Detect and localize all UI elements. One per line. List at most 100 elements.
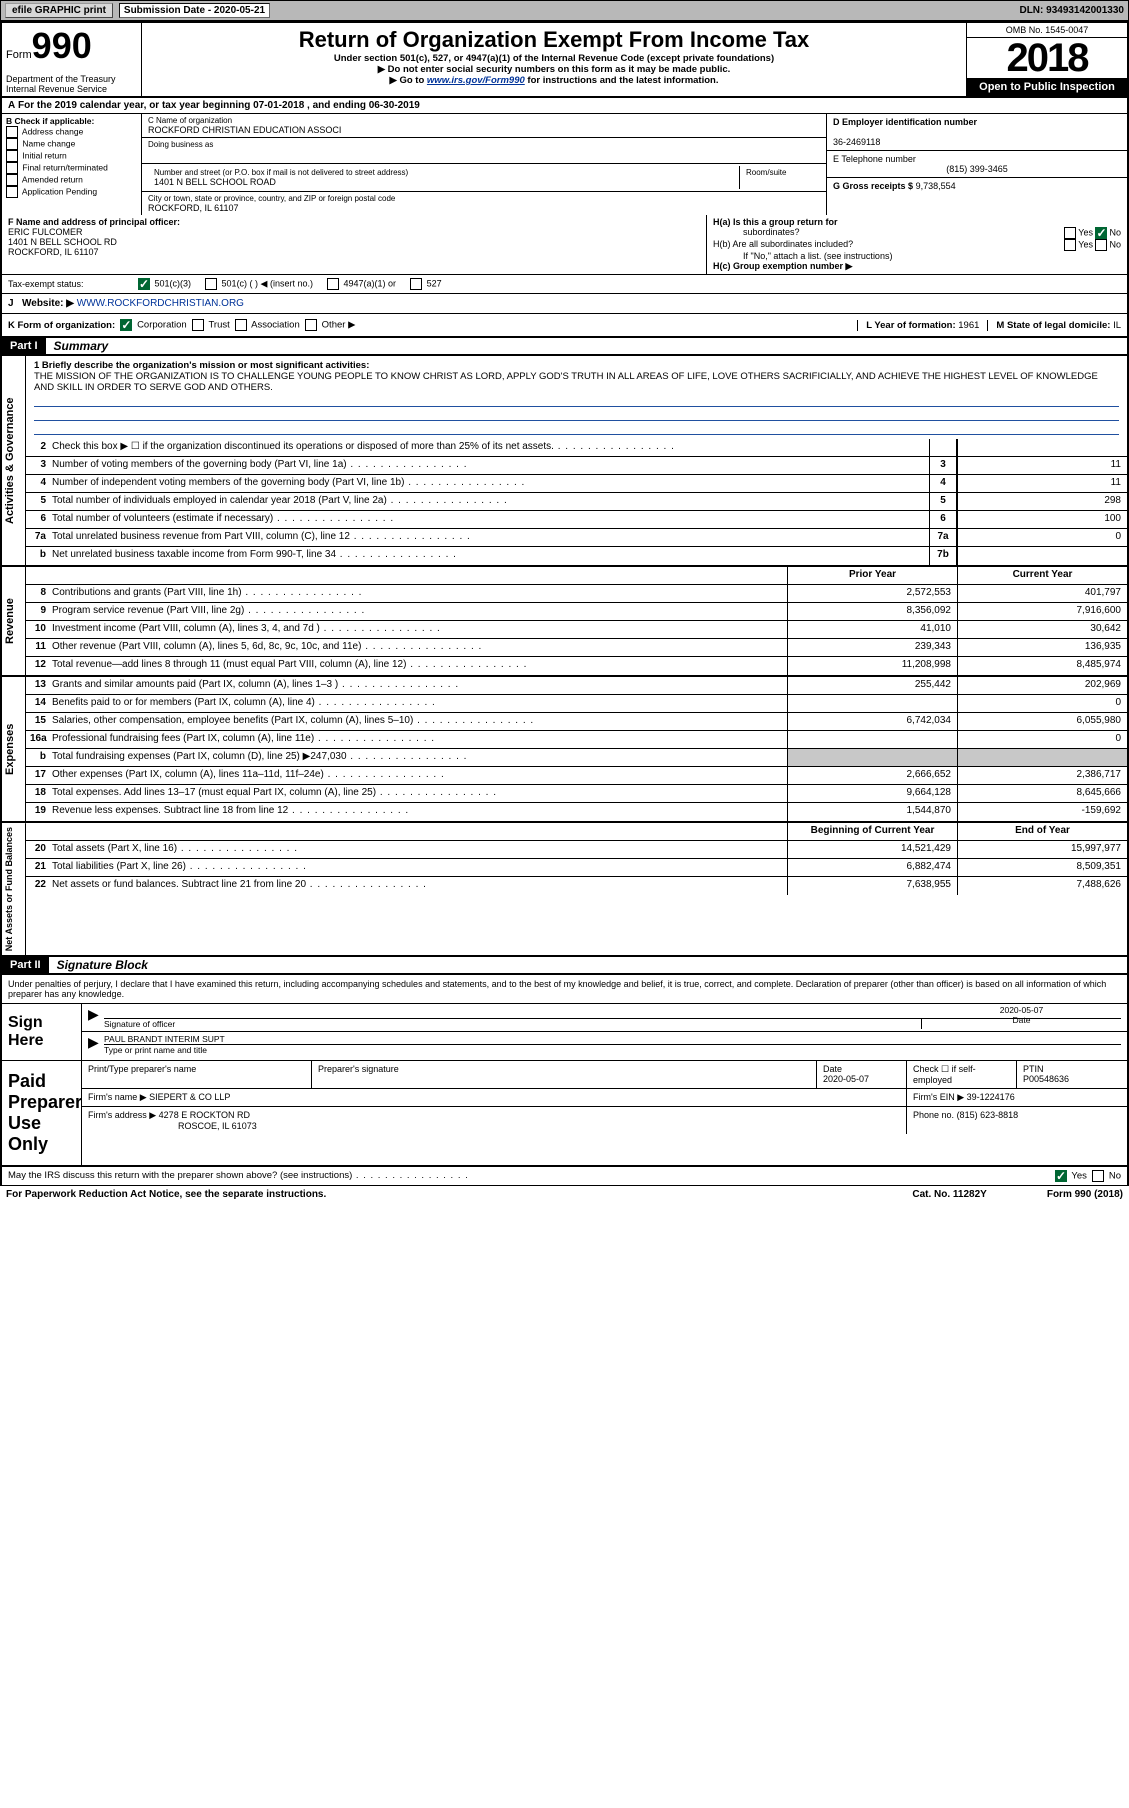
dba-label: Doing business as bbox=[148, 140, 820, 149]
city-label: City or town, state or province, country… bbox=[148, 194, 820, 203]
tax-exempt-label: Tax-exempt status: bbox=[8, 279, 124, 289]
gov-row-b: b Net unrelated business taxable income … bbox=[26, 547, 1127, 565]
part2-header: Part II Signature Block bbox=[0, 957, 1129, 975]
ein-label: D Employer identification number bbox=[833, 117, 977, 127]
efile-button[interactable]: efile GRAPHIC print bbox=[5, 3, 113, 18]
chk-pending[interactable]: Application Pending bbox=[6, 186, 137, 198]
hb-note: If "No," attach a list. (see instruction… bbox=[743, 251, 1121, 261]
row-19: 19 Revenue less expenses. Subtract line … bbox=[26, 803, 1127, 821]
chk-amended[interactable]: Amended return bbox=[6, 174, 137, 186]
website-link[interactable]: WWW.ROCKFORDCHRISTIAN.ORG bbox=[77, 298, 244, 309]
ha-label: H(a) Is this a group return for bbox=[713, 217, 1121, 227]
dln: DLN: 93493142001330 bbox=[1019, 5, 1124, 16]
mission-text: THE MISSION OF THE ORGANIZATION IS TO CH… bbox=[34, 371, 1098, 393]
form990-link[interactable]: www.irs.gov/Form990 bbox=[427, 75, 525, 86]
officer-addr1: 1401 N BELL SCHOOL RD bbox=[8, 237, 117, 247]
sig-date: 2020-05-07 bbox=[922, 1005, 1121, 1015]
gov-row-5: 5 Total number of individuals employed i… bbox=[26, 493, 1127, 511]
state-domicile: IL bbox=[1113, 320, 1121, 331]
row-20: 20 Total assets (Part X, line 16) 14,521… bbox=[26, 841, 1127, 859]
chk-other[interactable]: Other ▶ bbox=[305, 319, 355, 331]
form-number: Form990 bbox=[6, 25, 137, 67]
tax-year: 2018 bbox=[967, 38, 1127, 78]
room-label: Room/suite bbox=[746, 168, 814, 177]
line-K: K Form of organization: Corporation Trus… bbox=[0, 314, 1129, 338]
ha-sub: subordinates? bbox=[743, 227, 800, 239]
row-22: 22 Net assets or fund balances. Subtract… bbox=[26, 877, 1127, 895]
chk-addr-change[interactable]: Address change bbox=[6, 126, 137, 138]
cat-no: Cat. No. 11282Y bbox=[912, 1189, 986, 1200]
year-formation: 1961 bbox=[958, 320, 979, 331]
gov-row-2: 2 Check this box ▶ ☐ if the organization… bbox=[26, 439, 1127, 457]
street-address: 1401 N BELL SCHOOL ROAD bbox=[154, 177, 733, 187]
firm-addr: 4278 E ROCKTON RD bbox=[159, 1110, 250, 1120]
governance-section: Activities & Governance 1 Briefly descri… bbox=[0, 356, 1129, 567]
chk-4947[interactable]: 4947(a)(1) or bbox=[327, 278, 396, 290]
org-name: ROCKFORD CHRISTIAN EDUCATION ASSOCI bbox=[148, 125, 820, 135]
revenue-section: Revenue Prior Year Current Year 8 Contri… bbox=[0, 567, 1129, 677]
chk-501c[interactable]: 501(c) ( ) ◀ (insert no.) bbox=[205, 278, 313, 290]
row-14: 14 Benefits paid to or for members (Part… bbox=[26, 695, 1127, 713]
firm-phone: (815) 623-8818 bbox=[957, 1110, 1019, 1120]
hc-label: H(c) Group exemption number ▶ bbox=[713, 261, 1121, 272]
chk-527[interactable]: 527 bbox=[410, 278, 442, 290]
chk-501c3[interactable]: 501(c)(3) bbox=[138, 278, 191, 290]
row-b: b Total fundraising expenses (Part IX, c… bbox=[26, 749, 1127, 767]
prep-date: 2020-05-07 bbox=[823, 1074, 869, 1084]
telephone: (815) 399-3465 bbox=[833, 164, 1121, 174]
row-12: 12 Total revenue—add lines 8 through 11 … bbox=[26, 657, 1127, 675]
irs-label: Internal Revenue Service bbox=[6, 84, 137, 94]
mission-q: 1 Briefly describe the organization's mi… bbox=[34, 360, 369, 371]
penalties-text: Under penalties of perjury, I declare th… bbox=[2, 975, 1127, 1004]
gross-label: G Gross receipts $ bbox=[833, 181, 913, 191]
vtab-netassets: Net Assets or Fund Balances bbox=[2, 823, 26, 955]
gov-row-6: 6 Total number of volunteers (estimate i… bbox=[26, 511, 1127, 529]
subtitle-1: Under section 501(c), 527, or 4947(a)(1)… bbox=[146, 53, 962, 64]
signature-block: Under penalties of perjury, I declare th… bbox=[0, 975, 1129, 1167]
chk-name-change[interactable]: Name change bbox=[6, 138, 137, 150]
form-header: Form990 Department of the Treasury Inter… bbox=[0, 21, 1129, 98]
row-9: 9 Program service revenue (Part VIII, li… bbox=[26, 603, 1127, 621]
gov-row-4: 4 Number of independent voting members o… bbox=[26, 475, 1127, 493]
subtitle-3: Go to www.irs.gov/Form990 for instructio… bbox=[146, 75, 962, 86]
firm-ein: 39-1224176 bbox=[967, 1092, 1015, 1102]
chk-corp[interactable]: Corporation bbox=[120, 319, 186, 331]
gov-row-3: 3 Number of voting members of the govern… bbox=[26, 457, 1127, 475]
ptin: P00548636 bbox=[1023, 1074, 1069, 1084]
officer-name: ERIC FULCOMER bbox=[8, 227, 83, 237]
sig-arrow-icon: ▶ bbox=[88, 1006, 104, 1029]
form-ref: Form 990 (2018) bbox=[1047, 1189, 1123, 1200]
part1-header: Part I Summary bbox=[0, 338, 1129, 356]
chk-initial[interactable]: Initial return bbox=[6, 150, 137, 162]
form-title: Return of Organization Exempt From Incom… bbox=[146, 27, 962, 53]
chk-discuss-yes[interactable]: Yes bbox=[1055, 1170, 1087, 1182]
city-state-zip: ROCKFORD, IL 61107 bbox=[148, 203, 820, 213]
firm-name: SIEPERT & CO LLP bbox=[149, 1092, 230, 1102]
expenses-section: Expenses 13 Grants and similar amounts p… bbox=[0, 677, 1129, 823]
row-11: 11 Other revenue (Part VIII, column (A),… bbox=[26, 639, 1127, 657]
vtab-governance: Activities & Governance bbox=[2, 356, 26, 565]
section-FH: F Name and address of principal officer:… bbox=[0, 215, 1129, 275]
netassets-section: Net Assets or Fund Balances Beginning of… bbox=[0, 823, 1129, 957]
end-year-hdr: End of Year bbox=[957, 823, 1127, 840]
chk-assoc[interactable]: Association bbox=[235, 319, 300, 331]
gov-row-7a: 7a Total unrelated business revenue from… bbox=[26, 529, 1127, 547]
chk-trust[interactable]: Trust bbox=[192, 319, 230, 331]
vtab-revenue: Revenue bbox=[2, 567, 26, 675]
hb-label: H(b) Are all subordinates included? bbox=[713, 239, 853, 251]
chk-final[interactable]: Final return/terminated bbox=[6, 162, 137, 174]
section-BCD: B Check if applicable: Address change Na… bbox=[0, 114, 1129, 215]
sign-here-label: Sign Here bbox=[2, 1004, 82, 1060]
gross-receipts: 9,738,554 bbox=[916, 181, 956, 191]
paid-preparer-label: Paid Preparer Use Only bbox=[2, 1061, 82, 1165]
chk-discuss-no[interactable]: No bbox=[1092, 1170, 1121, 1182]
dept-treasury: Department of the Treasury bbox=[6, 74, 137, 84]
chk-self-employed[interactable]: Check ☐ if self-employed bbox=[907, 1061, 1017, 1088]
row-18: 18 Total expenses. Add lines 13–17 (must… bbox=[26, 785, 1127, 803]
vtab-expenses: Expenses bbox=[2, 677, 26, 821]
row-15: 15 Salaries, other compensation, employe… bbox=[26, 713, 1127, 731]
row-16a: 16a Professional fundraising fees (Part … bbox=[26, 731, 1127, 749]
officer-label: F Name and address of principal officer: bbox=[8, 217, 180, 227]
footer: For Paperwork Reduction Act Notice, see … bbox=[0, 1186, 1129, 1203]
row-21: 21 Total liabilities (Part X, line 26) 6… bbox=[26, 859, 1127, 877]
